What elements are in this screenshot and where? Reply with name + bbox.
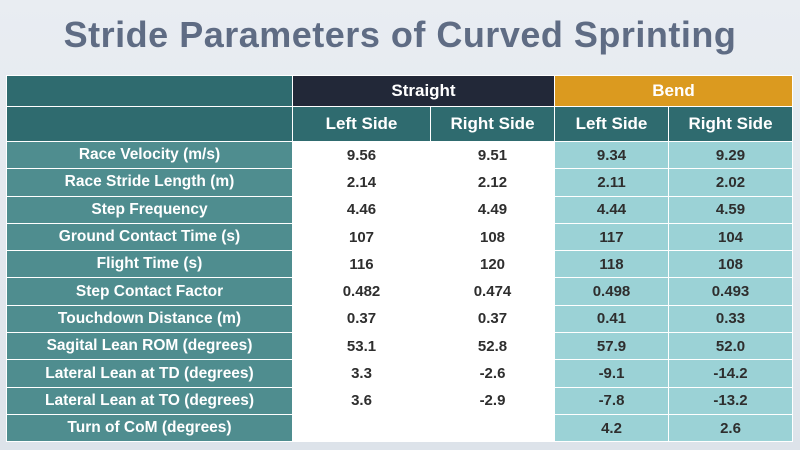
value-cell: 2.11 [554,168,669,197]
value-cell: 2.14 [292,168,431,197]
straight-group-header: Straight [292,75,555,107]
column-header: Left Side [554,106,669,142]
value-cell: -7.8 [554,386,669,415]
stride-parameters-table: Straight Bend Left Side Right Side Left … [6,75,793,443]
value-cell: 53.1 [292,332,431,361]
column-header: Right Side [430,106,555,142]
table-row: Touchdown Distance (m) 0.37 0.37 0.41 0.… [6,304,793,334]
value-cell: 116 [292,250,431,279]
value-cell: 2.02 [668,168,793,197]
value-cell: 0.41 [554,304,669,334]
value-cell: 4.2 [554,413,669,443]
column-header: Right Side [668,106,793,142]
value-cell: 9.56 [292,140,431,170]
table-row: Race Velocity (m/s) 9.56 9.51 9.34 9.29 [6,140,793,170]
row-label: Lateral Lean at TD (degrees) [6,359,293,388]
table-row: Lateral Lean at TO (degrees) 3.6 -2.9 -7… [6,386,793,415]
row-label: Race Velocity (m/s) [6,140,293,170]
group-header-row: Straight Bend [6,75,793,107]
value-cell: 9.29 [668,140,793,170]
row-label: Race Stride Length (m) [6,168,293,197]
value-cell: 0.33 [668,304,793,334]
value-cell: 104 [668,222,793,252]
value-cell: 120 [430,250,555,279]
value-cell: 0.493 [668,277,793,306]
table-row: Sagital Lean ROM (degrees) 53.1 52.8 57.… [6,332,793,361]
row-label: Turn of CoM (degrees) [6,413,293,443]
value-cell: -2.6 [430,359,555,388]
value-cell: -2.9 [430,386,555,415]
value-cell: -14.2 [668,359,793,388]
row-label: Step Contact Factor [6,277,293,306]
value-cell: 9.51 [430,140,555,170]
value-cell: 0.37 [292,304,431,334]
row-label: Touchdown Distance (m) [6,304,293,334]
row-label: Ground Contact Time (s) [6,222,293,252]
corner-cell [6,75,293,107]
value-cell: 108 [430,222,555,252]
table-row: Step Frequency 4.46 4.49 4.44 4.59 [6,195,793,224]
row-label: Step Frequency [6,195,293,224]
value-cell: 52.0 [668,332,793,361]
value-cell: 0.498 [554,277,669,306]
value-cell: 3.3 [292,359,431,388]
value-cell: 4.44 [554,195,669,224]
table-row: Step Contact Factor 0.482 0.474 0.498 0.… [6,277,793,306]
value-cell: -9.1 [554,359,669,388]
value-cell: 4.46 [292,195,431,224]
row-label: Flight Time (s) [6,250,293,279]
table-row: Flight Time (s) 116 120 118 108 [6,250,793,279]
table-row: Race Stride Length (m) 2.14 2.12 2.11 2.… [6,168,793,197]
value-cell: 0.482 [292,277,431,306]
value-cell: 117 [554,222,669,252]
value-cell [430,413,555,443]
value-cell: 57.9 [554,332,669,361]
value-cell: 0.37 [430,304,555,334]
value-cell: 4.59 [668,195,793,224]
value-cell: 9.34 [554,140,669,170]
table-row: Turn of CoM (degrees) 4.2 2.6 [6,413,793,443]
value-cell: 3.6 [292,386,431,415]
value-cell: 118 [554,250,669,279]
side-header-row: Left Side Right Side Left Side Right Sid… [6,106,793,142]
page-title: Stride Parameters of Curved Sprinting [63,14,737,55]
row-label: Lateral Lean at TO (degrees) [6,386,293,415]
table-row: Ground Contact Time (s) 107 108 117 104 [6,222,793,252]
value-cell: 2.6 [668,413,793,443]
value-cell: -13.2 [668,386,793,415]
row-label: Sagital Lean ROM (degrees) [6,332,293,361]
value-cell: 108 [668,250,793,279]
value-cell: 52.8 [430,332,555,361]
value-cell [292,413,431,443]
table-row: Lateral Lean at TD (degrees) 3.3 -2.6 -9… [6,359,793,388]
value-cell: 4.49 [430,195,555,224]
value-cell: 107 [292,222,431,252]
bend-group-header: Bend [554,75,793,107]
corner-cell [6,106,293,142]
column-header: Left Side [292,106,431,142]
value-cell: 0.474 [430,277,555,306]
value-cell: 2.12 [430,168,555,197]
